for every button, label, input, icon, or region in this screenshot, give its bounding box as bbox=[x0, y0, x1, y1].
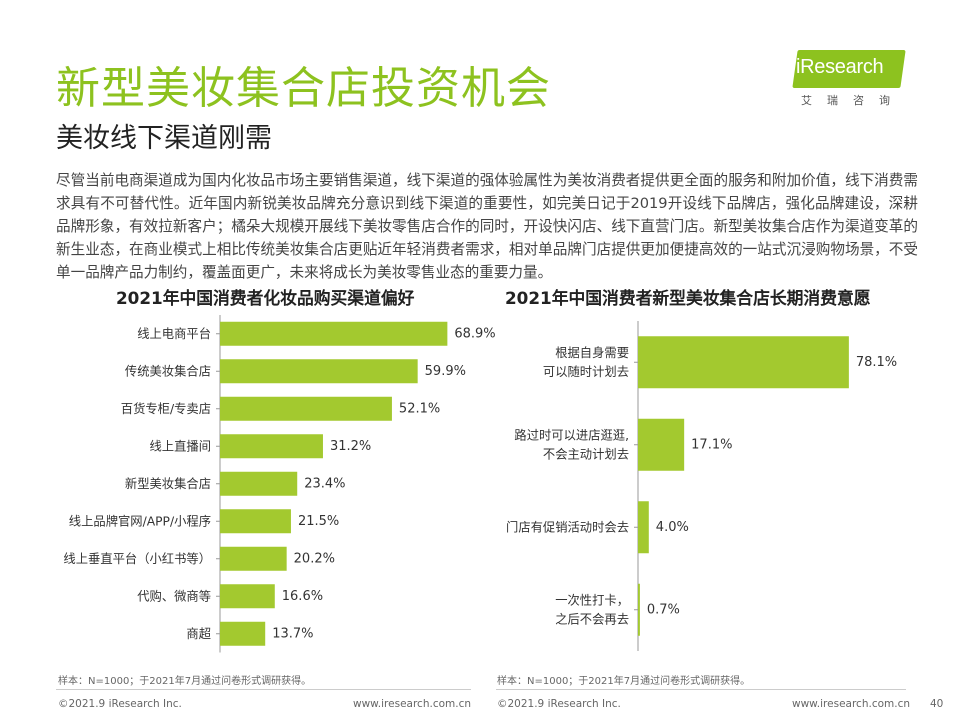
chart-1-channel-preference: 线上电商平台 68.9% 传统美妆集合店 59.9% 百货专柜/专卖店 52.1% 线上直播… bbox=[63, 315, 496, 653]
chart-1-value-label-6: 21.5% bbox=[298, 514, 339, 529]
chart-1-value-label-3: 52.1% bbox=[399, 401, 440, 416]
chart-1-bar-7 bbox=[220, 546, 287, 571]
logo-subtext: 艾瑞咨询 bbox=[801, 94, 905, 107]
chart-1-bar-2 bbox=[220, 359, 418, 384]
chart-2-category-label-1: 根据自身需要 bbox=[555, 345, 629, 360]
chart-2-value-label-4: 0.7% bbox=[647, 602, 680, 617]
chart-1-bar-1 bbox=[220, 321, 448, 346]
logo: iResearch 艾瑞咨询 bbox=[792, 48, 913, 108]
chart-2-bar-3 bbox=[638, 501, 649, 554]
chart-1-category-label-5: 新型美妆集合店 bbox=[125, 476, 211, 491]
chart-1-category-label-2: 传统美妆集合店 bbox=[125, 363, 211, 378]
chart-1-title: 2021年中国消费者化妆品购买渠道偏好 bbox=[116, 288, 415, 308]
chart-2-bar-1 bbox=[638, 336, 849, 389]
page-title: 新型美妆集合店投资机会 bbox=[56, 63, 551, 114]
chart-2-bar-2 bbox=[638, 418, 685, 471]
chart-1-value-label-2: 59.9% bbox=[425, 364, 466, 379]
chart-2-value-label-3: 4.0% bbox=[656, 520, 689, 535]
chart-2-category-label-1: 可以随时计划去 bbox=[543, 364, 629, 379]
chart-1-category-label-7: 线上垂直平台（小红书等） bbox=[63, 551, 211, 566]
chart-2-value-label-1: 78.1% bbox=[856, 355, 897, 370]
chart-1-value-label-9: 13.7% bbox=[272, 626, 313, 641]
chart-2-category-label-2: 路过时可以进店逛逛, bbox=[514, 427, 629, 442]
footer-divider bbox=[56, 689, 471, 690]
chart-2-category-label-4: 一次性打卡， bbox=[555, 593, 629, 607]
chart-1-category-label-8: 代购、微商等 bbox=[137, 588, 211, 603]
chart-2-category-label-4: 之后不会再去 bbox=[555, 612, 629, 626]
page-subtitle: 美妆线下渠道刚需 bbox=[56, 123, 272, 154]
chart-2-bar-4 bbox=[638, 583, 640, 636]
chart-1-category-label-9: 商超 bbox=[186, 626, 211, 641]
chart-1-value-label-8: 16.6% bbox=[282, 589, 323, 604]
chart-1-value-label-4: 31.2% bbox=[330, 439, 371, 454]
chart-1-bar-5 bbox=[220, 471, 298, 496]
chart-1-bar-9 bbox=[220, 621, 266, 646]
chart-1-category-label-6: 线上品牌官网/APP/小程序 bbox=[69, 513, 211, 528]
chart-2-category-label-2: 不会主动计划去 bbox=[543, 447, 629, 461]
chart-1-value-label-1: 68.9% bbox=[454, 326, 495, 341]
chart-1-category-label-4: 线上直播间 bbox=[150, 439, 212, 453]
footer-copyright: ©2021.9 iResearch Inc. bbox=[497, 698, 621, 710]
footer-website: www.iresearch.com.cn bbox=[792, 698, 911, 710]
footer-copyright: ©2021.9 iResearch Inc. bbox=[58, 698, 182, 710]
chart-1-category-label-1: 线上电商平台 bbox=[137, 326, 211, 341]
chart-2-category-label-3: 门店有促销活动时会去 bbox=[506, 519, 629, 534]
chart-1-bar-8 bbox=[220, 584, 275, 609]
chart-1-value-label-7: 20.2% bbox=[294, 551, 335, 566]
page-number: 40 bbox=[930, 698, 944, 710]
chart-1-bar-6 bbox=[220, 509, 291, 534]
body-paragraph: 尽管当前电商渠道成为国内化妆品市场主要销售渠道，线下渠道的强体验属性为美妆消费者… bbox=[56, 172, 918, 281]
chart-1-bar-3 bbox=[220, 396, 392, 421]
chart-2-value-label-2: 17.1% bbox=[691, 437, 732, 452]
footer-divider bbox=[496, 689, 906, 690]
chart-1-bar-4 bbox=[220, 434, 323, 459]
footer-website: www.iresearch.com.cn bbox=[353, 698, 472, 710]
chart-2-sample-note: 样本：N=1000；于2021年7月通过问卷形式调研获得。 bbox=[497, 676, 751, 687]
chart-2-title: 2021年中国消费者新型美妆集合店长期消费意愿 bbox=[505, 288, 871, 308]
chart-1-value-label-5: 23.4% bbox=[304, 476, 345, 491]
chart-1-sample-note: 样本：N=1000；于2021年7月通过问卷形式调研获得。 bbox=[58, 676, 312, 687]
logo-text: iResearch bbox=[796, 56, 884, 78]
chart-1-category-label-3: 百货专柜/专卖店 bbox=[121, 401, 211, 416]
